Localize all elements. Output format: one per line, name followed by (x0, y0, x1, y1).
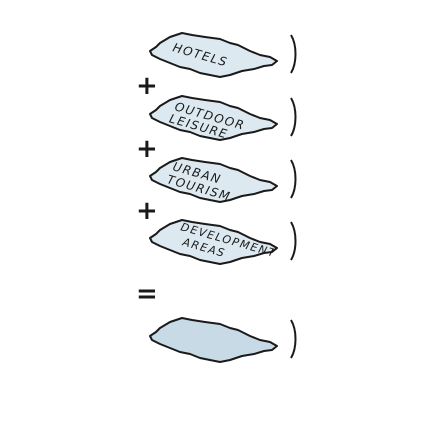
layer-hotels: HOTELS (149, 32, 297, 78)
layer-hotels-edge (290, 34, 297, 74)
layer-development-areas: DEVELOPMENT AREAS (149, 219, 297, 265)
layer-result-shape (149, 317, 278, 363)
layer-urban-tourism: URBAN TOURISM (149, 157, 297, 204)
layer-outdoor-leisure-edge (290, 97, 297, 137)
layer-outdoor-leisure: OUTDOOR LEISURE (149, 95, 297, 142)
layer-development-areas-edge (290, 221, 297, 261)
layer-urban-tourism-edge (290, 159, 297, 199)
plus-sign-1: + (136, 71, 158, 101)
layer-result (149, 317, 297, 363)
equals-sign: = (136, 279, 158, 309)
plus-sign-3: + (136, 196, 158, 226)
plus-sign-2: + (136, 134, 158, 164)
layer-result-edge (290, 319, 297, 359)
